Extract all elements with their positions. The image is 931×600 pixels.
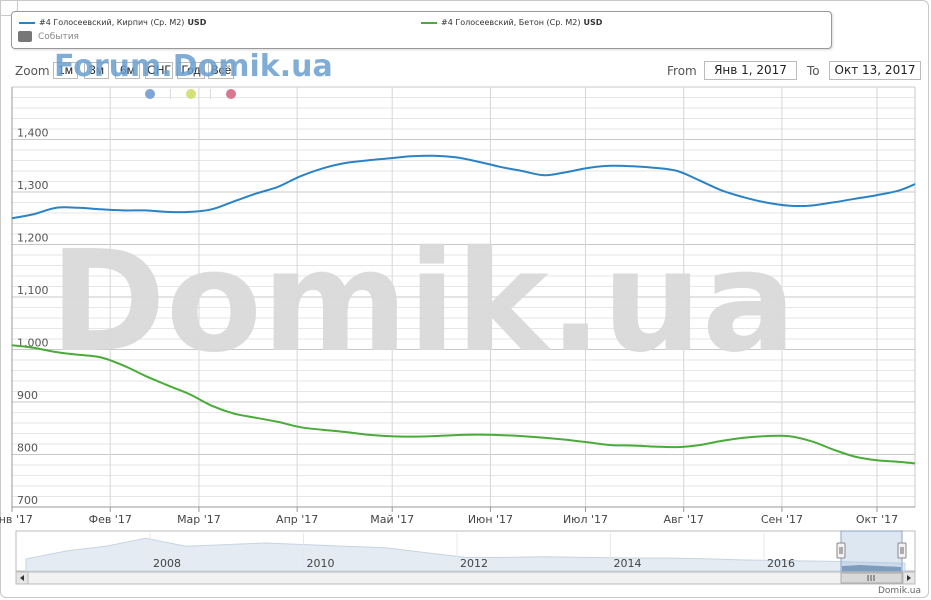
x-tick-label: Июл '17 <box>563 513 608 526</box>
y-tick-label: 800 <box>17 442 38 455</box>
from-label: From <box>667 64 697 78</box>
scroll-right-arrow-icon <box>907 575 911 581</box>
x-tick-label: Фев '17 <box>89 513 132 526</box>
range-button-1m[interactable]: 1м <box>53 62 78 79</box>
series-line-concrete[interactable] <box>11 344 916 465</box>
to-date-input[interactable]: Окт 13, 2017 <box>829 61 921 80</box>
legend-concrete-unit: USD <box>583 18 603 27</box>
legend-item-concrete[interactable]: #4 Голосеевский, Бетон (Ср. М2) USD <box>421 18 602 27</box>
range-button-year[interactable]: Год <box>177 62 205 79</box>
navigator-left-handle[interactable] <box>836 542 846 559</box>
x-tick-label: Мар '17 <box>177 513 221 526</box>
y-tick-label: 900 <box>17 389 38 402</box>
range-button-6m[interactable]: 6м <box>115 62 140 79</box>
legend-brick-unit: USD <box>187 18 207 27</box>
x-tick-label: Авг '17 <box>664 513 704 526</box>
y-tick-label: 700 <box>17 494 38 507</box>
range-button-all[interactable]: Всё <box>208 62 234 79</box>
pink-event-dot[interactable] <box>226 89 236 99</box>
navigator-year-label: 2014 <box>614 557 642 570</box>
navigator-series-area <box>25 537 906 572</box>
y-tick-label: 1,200 <box>17 232 49 245</box>
zoom-label: Zoom <box>15 64 50 78</box>
event-dot-separator <box>170 89 171 99</box>
x-tick-label: Янв '17 <box>0 513 33 526</box>
yellow-event-dot[interactable] <box>186 89 196 99</box>
scrollbar-track[interactable] <box>15 571 916 585</box>
blue-event-dot[interactable] <box>145 89 155 99</box>
to-label: To <box>807 64 820 78</box>
legend-brick-label: #4 Голосеевский, Кирпич (Ср. М2) <box>39 18 185 27</box>
legend-brick-line-icon <box>19 21 35 24</box>
range-button-ytd[interactable]: СНГ <box>145 62 173 79</box>
navigator-selected-range[interactable] <box>840 530 903 572</box>
legend-item-events[interactable]: События <box>18 31 79 42</box>
event-dot-separator <box>210 89 211 99</box>
y-tick-label: 1,100 <box>17 284 49 297</box>
scroll-left-arrow-icon <box>20 575 24 581</box>
from-date-input[interactable]: Янв 1, 2017 <box>704 61 797 80</box>
navigator-year-label: 2008 <box>153 557 181 570</box>
navigator-selected-series <box>842 565 901 571</box>
x-tick-label: Май '17 <box>370 513 414 526</box>
x-tick-label: Апр '17 <box>276 513 318 526</box>
navigator-right-handle[interactable] <box>897 542 907 559</box>
y-tick-label: 1,300 <box>17 179 49 192</box>
x-tick-label: Окт '17 <box>856 513 898 526</box>
x-tick-label: Июн '17 <box>468 513 513 526</box>
range-button-3m[interactable]: 3м <box>84 62 109 79</box>
legend: #4 Голосеевский, Кирпич (Ср. М2) USD #4 … <box>11 11 832 49</box>
navigator-year-label: 2012 <box>460 557 488 570</box>
watermark-text: Domik.ua <box>50 221 797 384</box>
events-square-icon <box>18 31 32 42</box>
y-tick-label: 1,400 <box>17 127 49 140</box>
legend-events-label: События <box>38 31 79 42</box>
legend-concrete-label: #4 Голосеевский, Бетон (Ср. М2) <box>441 18 581 27</box>
legend-item-brick[interactable]: #4 Голосеевский, Кирпич (Ср. М2) USD <box>19 18 206 27</box>
navigator-year-label: 2016 <box>767 557 795 570</box>
legend-concrete-line-icon <box>421 21 437 24</box>
x-tick-label: Сен '17 <box>761 513 803 526</box>
series-line-brick[interactable] <box>11 154 916 220</box>
navigator-year-label: 2010 <box>307 557 335 570</box>
footer-credit[interactable]: Domik.ua <box>878 586 921 596</box>
